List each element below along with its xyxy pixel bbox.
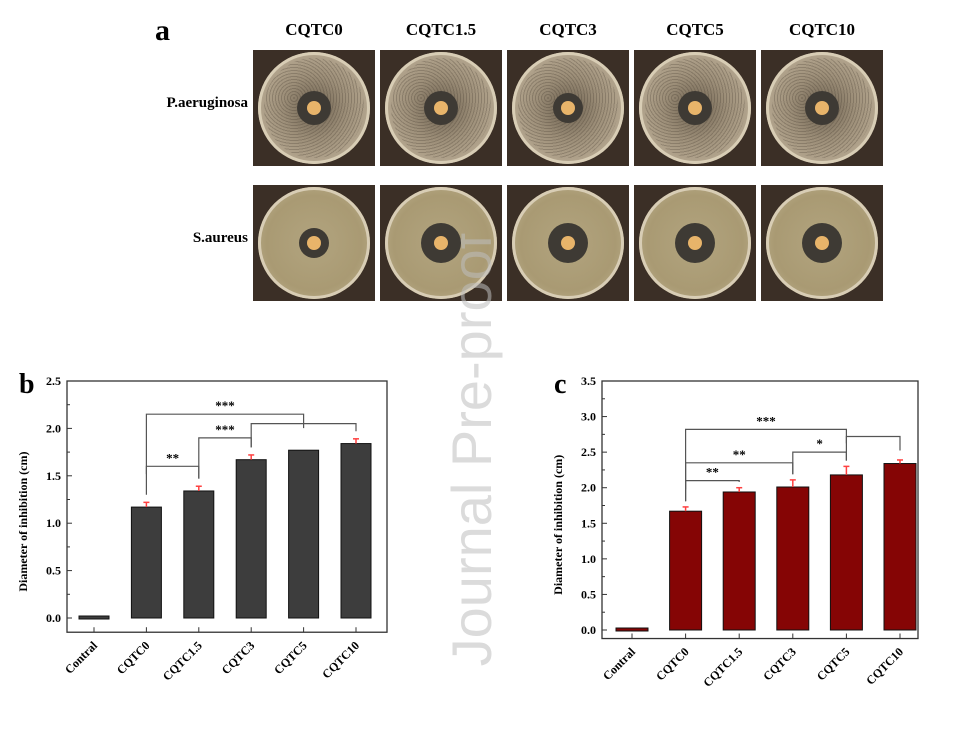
petri-dish-image <box>253 50 375 166</box>
bar <box>615 627 649 632</box>
petri-dish-image <box>253 185 375 301</box>
y-tick-label: 1.5 <box>46 469 61 483</box>
y-tick-label: 2.0 <box>581 481 596 495</box>
y-tick-label: 0.5 <box>581 587 596 601</box>
petri-dish-image <box>634 50 756 166</box>
x-tick-label: CQTC10 <box>863 645 906 688</box>
y-tick-label: 1.5 <box>581 516 596 530</box>
column-header: CQTC1.5 <box>405 20 477 39</box>
plot-frame <box>601 380 919 640</box>
y-tick-label: 0.0 <box>581 623 596 637</box>
panel-label: c <box>554 369 566 400</box>
x-tick-label: Contral <box>600 644 639 683</box>
petri-dish-image <box>380 50 502 166</box>
significance-label: *** <box>756 413 776 428</box>
y-tick-label: 2.0 <box>46 421 61 435</box>
y-tick-label: 1.0 <box>581 552 596 566</box>
bar <box>883 463 917 631</box>
panel-a-label: a <box>155 14 170 47</box>
significance-label: *** <box>215 422 235 437</box>
row-header: S.aureus <box>192 230 248 246</box>
petri-dish-image <box>507 185 629 301</box>
y-axis-label: Diameter of inhibition (cm) <box>16 452 30 592</box>
y-tick-label: 2.5 <box>581 445 596 459</box>
bar <box>78 615 110 620</box>
y-tick-label: 1.0 <box>46 516 61 530</box>
petri-dish-image <box>634 185 756 301</box>
column-header: CQTC5 <box>666 20 724 39</box>
significance-label: ** <box>733 447 746 462</box>
significance-bracket <box>145 413 305 475</box>
significance-label: *** <box>215 398 235 413</box>
petri-dish-image <box>380 185 502 301</box>
y-tick-label: 3.0 <box>581 410 596 424</box>
petri-dish-image <box>507 50 629 166</box>
petri-dish-image <box>761 50 883 166</box>
y-tick-label: 2.5 <box>46 374 61 388</box>
x-tick-label: CQTC1.5 <box>700 645 745 690</box>
y-tick-label: 0.0 <box>46 611 61 625</box>
x-tick-label: CQTC0 <box>653 645 692 684</box>
significance-bracket <box>845 435 901 461</box>
x-tick-label: CQTC5 <box>814 645 853 684</box>
significance-bracket <box>685 428 847 490</box>
significance-bracket <box>792 451 847 475</box>
significance-label: ** <box>166 450 179 465</box>
significance-label: * <box>816 436 823 451</box>
y-axis-label: Diameter of inhibition (cm) <box>551 455 565 595</box>
bar <box>288 449 320 619</box>
column-header: CQTC3 <box>539 20 597 39</box>
y-tick-label: 0.5 <box>46 564 61 578</box>
bar <box>669 510 703 631</box>
petri-dish-image <box>761 185 883 301</box>
column-header: CQTC0 <box>285 20 343 39</box>
plot-frame <box>66 380 388 633</box>
bar <box>722 491 756 631</box>
bar <box>235 459 267 619</box>
bar <box>340 443 372 619</box>
y-tick-label: 3.5 <box>581 374 596 388</box>
bar <box>829 474 863 631</box>
bar <box>183 490 215 619</box>
row-header: P.aeruginosa <box>166 95 248 111</box>
x-tick-label: CQTC3 <box>760 645 799 684</box>
significance-label: ** <box>706 465 719 480</box>
bar <box>776 486 810 631</box>
panel-label: b <box>19 369 35 400</box>
chart-b: b 0.0 0.5 1.0 1.5 2.0 2.5 Diameter of inhibitio… <box>16 369 388 683</box>
column-header: CQTC10 <box>788 20 856 39</box>
